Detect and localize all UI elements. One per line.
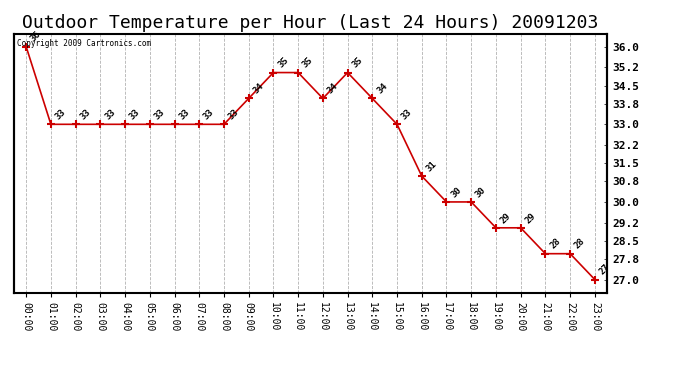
Text: 33: 33: [128, 108, 142, 122]
Text: 33: 33: [177, 108, 191, 122]
Text: 34: 34: [326, 82, 339, 96]
Title: Outdoor Temperature per Hour (Last 24 Hours) 20091203: Outdoor Temperature per Hour (Last 24 Ho…: [22, 14, 599, 32]
Text: 34: 34: [251, 82, 266, 96]
Text: 34: 34: [375, 82, 389, 96]
Text: 28: 28: [573, 237, 587, 251]
Text: 31: 31: [424, 159, 439, 173]
Text: 33: 33: [54, 108, 68, 122]
Text: 35: 35: [351, 56, 364, 70]
Text: 33: 33: [103, 108, 117, 122]
Text: 33: 33: [202, 108, 216, 122]
Text: 30: 30: [449, 185, 463, 199]
Text: 29: 29: [524, 211, 538, 225]
Text: Copyright 2009 Cartronics.com: Copyright 2009 Cartronics.com: [17, 39, 151, 48]
Text: 33: 33: [79, 108, 92, 122]
Text: 33: 33: [400, 108, 414, 122]
Text: 35: 35: [276, 56, 290, 70]
Text: 36: 36: [29, 30, 43, 44]
Text: 33: 33: [152, 108, 166, 122]
Text: 29: 29: [499, 211, 513, 225]
Text: 33: 33: [227, 108, 241, 122]
Text: 30: 30: [474, 185, 488, 199]
Text: 27: 27: [598, 263, 611, 277]
Text: 28: 28: [548, 237, 562, 251]
Text: 35: 35: [301, 56, 315, 70]
